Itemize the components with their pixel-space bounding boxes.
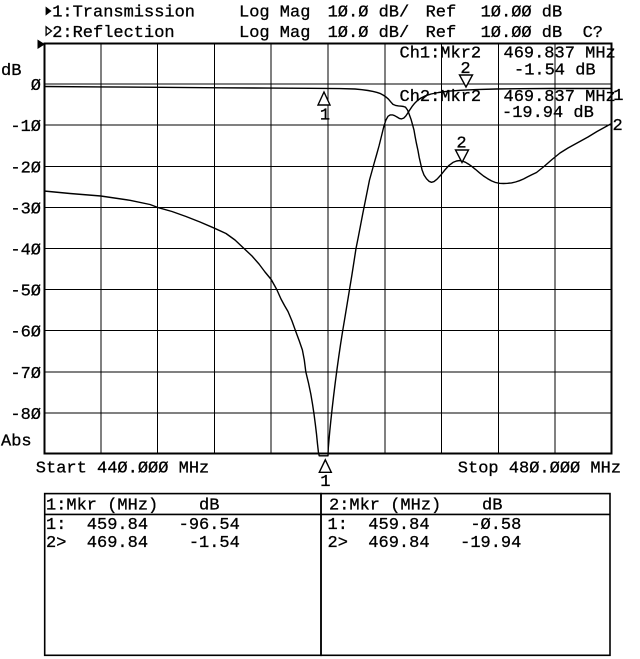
svg-text:-4Ø: -4Ø	[10, 242, 41, 261]
svg-text:Ref: Ref	[426, 24, 457, 43]
svg-text:2:Mkr (MHz) dB: 2:Mkr (MHz) dB	[329, 496, 502, 515]
svg-text:2: 2	[456, 135, 466, 154]
svg-text:-2Ø: -2Ø	[10, 159, 41, 178]
svg-text:1Ø.Ø dB/: 1Ø.Ø dB/	[328, 4, 410, 23]
svg-text:1: 459.84 -96.54: 1: 459.84 -96.54	[46, 516, 240, 535]
svg-text:Abs: Abs	[1, 432, 32, 451]
svg-text:1: 1	[320, 473, 330, 492]
svg-text:Log Mag: Log Mag	[239, 4, 310, 23]
svg-text:-1Ø: -1Ø	[10, 118, 41, 137]
svg-text:-8Ø: -8Ø	[10, 406, 41, 425]
svg-text:1: 1	[613, 87, 623, 106]
svg-text:Ch1:Mkr2: Ch1:Mkr2	[400, 44, 482, 63]
svg-text:Ref: Ref	[426, 4, 457, 23]
svg-text:C?: C?	[583, 24, 603, 43]
svg-text:Ø: Ø	[31, 77, 41, 96]
svg-text:2: 2	[613, 117, 623, 136]
svg-text:1: 1	[320, 106, 330, 125]
svg-text:-5Ø: -5Ø	[10, 283, 41, 302]
svg-text:1:Mkr (MHz) dB: 1:Mkr (MHz) dB	[46, 496, 219, 515]
svg-text:-1.54 dB: -1.54 dB	[514, 62, 596, 81]
svg-text:-3Ø: -3Ø	[10, 200, 41, 219]
svg-text:2: 2	[460, 60, 470, 79]
svg-text:-7Ø: -7Ø	[10, 365, 41, 384]
svg-text:2:Reflection: 2:Reflection	[52, 24, 174, 43]
svg-text:469.837 MHz: 469.837 MHz	[504, 44, 616, 63]
svg-text:Start 44Ø.ØØØ MHz: Start 44Ø.ØØØ MHz	[36, 460, 209, 479]
svg-text:1: 459.84 -Ø.58: 1: 459.84 -Ø.58	[328, 516, 522, 535]
svg-text:-6Ø: -6Ø	[10, 324, 41, 343]
svg-text:2> 469.84 -1.54: 2> 469.84 -1.54	[46, 534, 240, 553]
svg-text:1Ø.Ø dB/: 1Ø.Ø dB/	[328, 24, 410, 43]
svg-text:Stop 48Ø.ØØØ MHz: Stop 48Ø.ØØØ MHz	[458, 460, 621, 479]
svg-text:-19.94 dB: -19.94 dB	[502, 104, 594, 123]
svg-text:Log Mag: Log Mag	[239, 24, 310, 43]
svg-text:469.837 MHz: 469.837 MHz	[504, 88, 616, 107]
svg-text:2> 469.84 -19.94: 2> 469.84 -19.94	[328, 534, 522, 553]
svg-text:Ch2:Mkr2: Ch2:Mkr2	[400, 88, 482, 107]
svg-text:dB: dB	[1, 62, 21, 81]
svg-text:1Ø.ØØ dB: 1Ø.ØØ dB	[481, 4, 563, 23]
svg-text:1:Transmission: 1:Transmission	[52, 4, 195, 23]
svg-text:1Ø.ØØ dB: 1Ø.ØØ dB	[481, 24, 563, 43]
